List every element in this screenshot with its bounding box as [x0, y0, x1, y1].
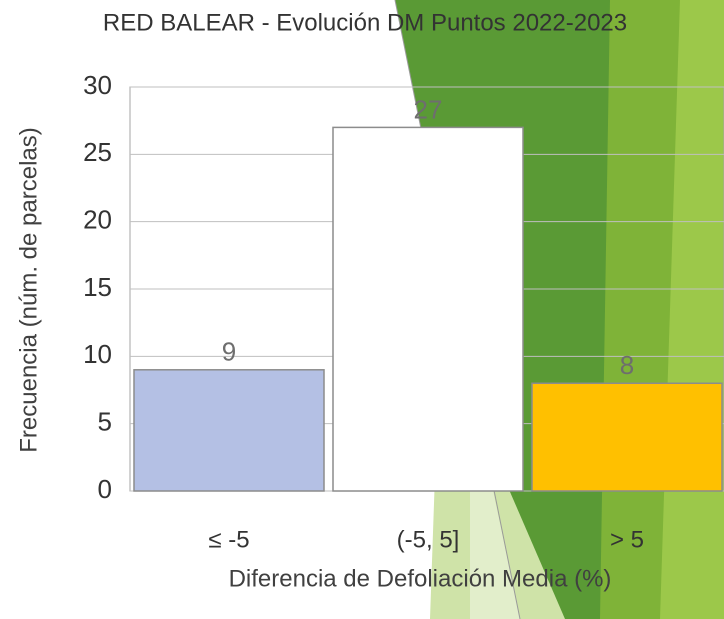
- bar: [134, 370, 324, 491]
- y-tick-label: 0: [98, 474, 112, 504]
- data-label: 8: [620, 350, 634, 380]
- page: RED BALEAR - Evolución DM Puntos 2022-20…: [0, 0, 724, 619]
- data-label: 27: [414, 94, 443, 124]
- y-tick-label: 20: [83, 205, 112, 235]
- bar: [532, 383, 722, 491]
- x-tick-label: (-5, 5]: [397, 526, 460, 553]
- chart: RED BALEAR - Evolución DM Puntos 2022-20…: [0, 0, 724, 619]
- y-tick-label: 15: [83, 272, 112, 302]
- data-label: 9: [222, 337, 236, 367]
- y-tick-label: 5: [98, 407, 112, 437]
- y-tick-label: 25: [83, 137, 112, 167]
- x-axis-label: Diferencia de Defoliación Media (%): [229, 565, 612, 592]
- y-tick-label: 30: [83, 70, 112, 100]
- bar: [333, 127, 523, 491]
- y-tick-label: 10: [83, 339, 112, 369]
- x-tick-label: > 5: [610, 526, 644, 553]
- x-tick-label: ≤ -5: [208, 526, 249, 553]
- chart-title: RED BALEAR - Evolución DM Puntos 2022-20…: [103, 9, 627, 36]
- y-axis-label: Frecuencia (núm. de parcelas): [15, 127, 42, 452]
